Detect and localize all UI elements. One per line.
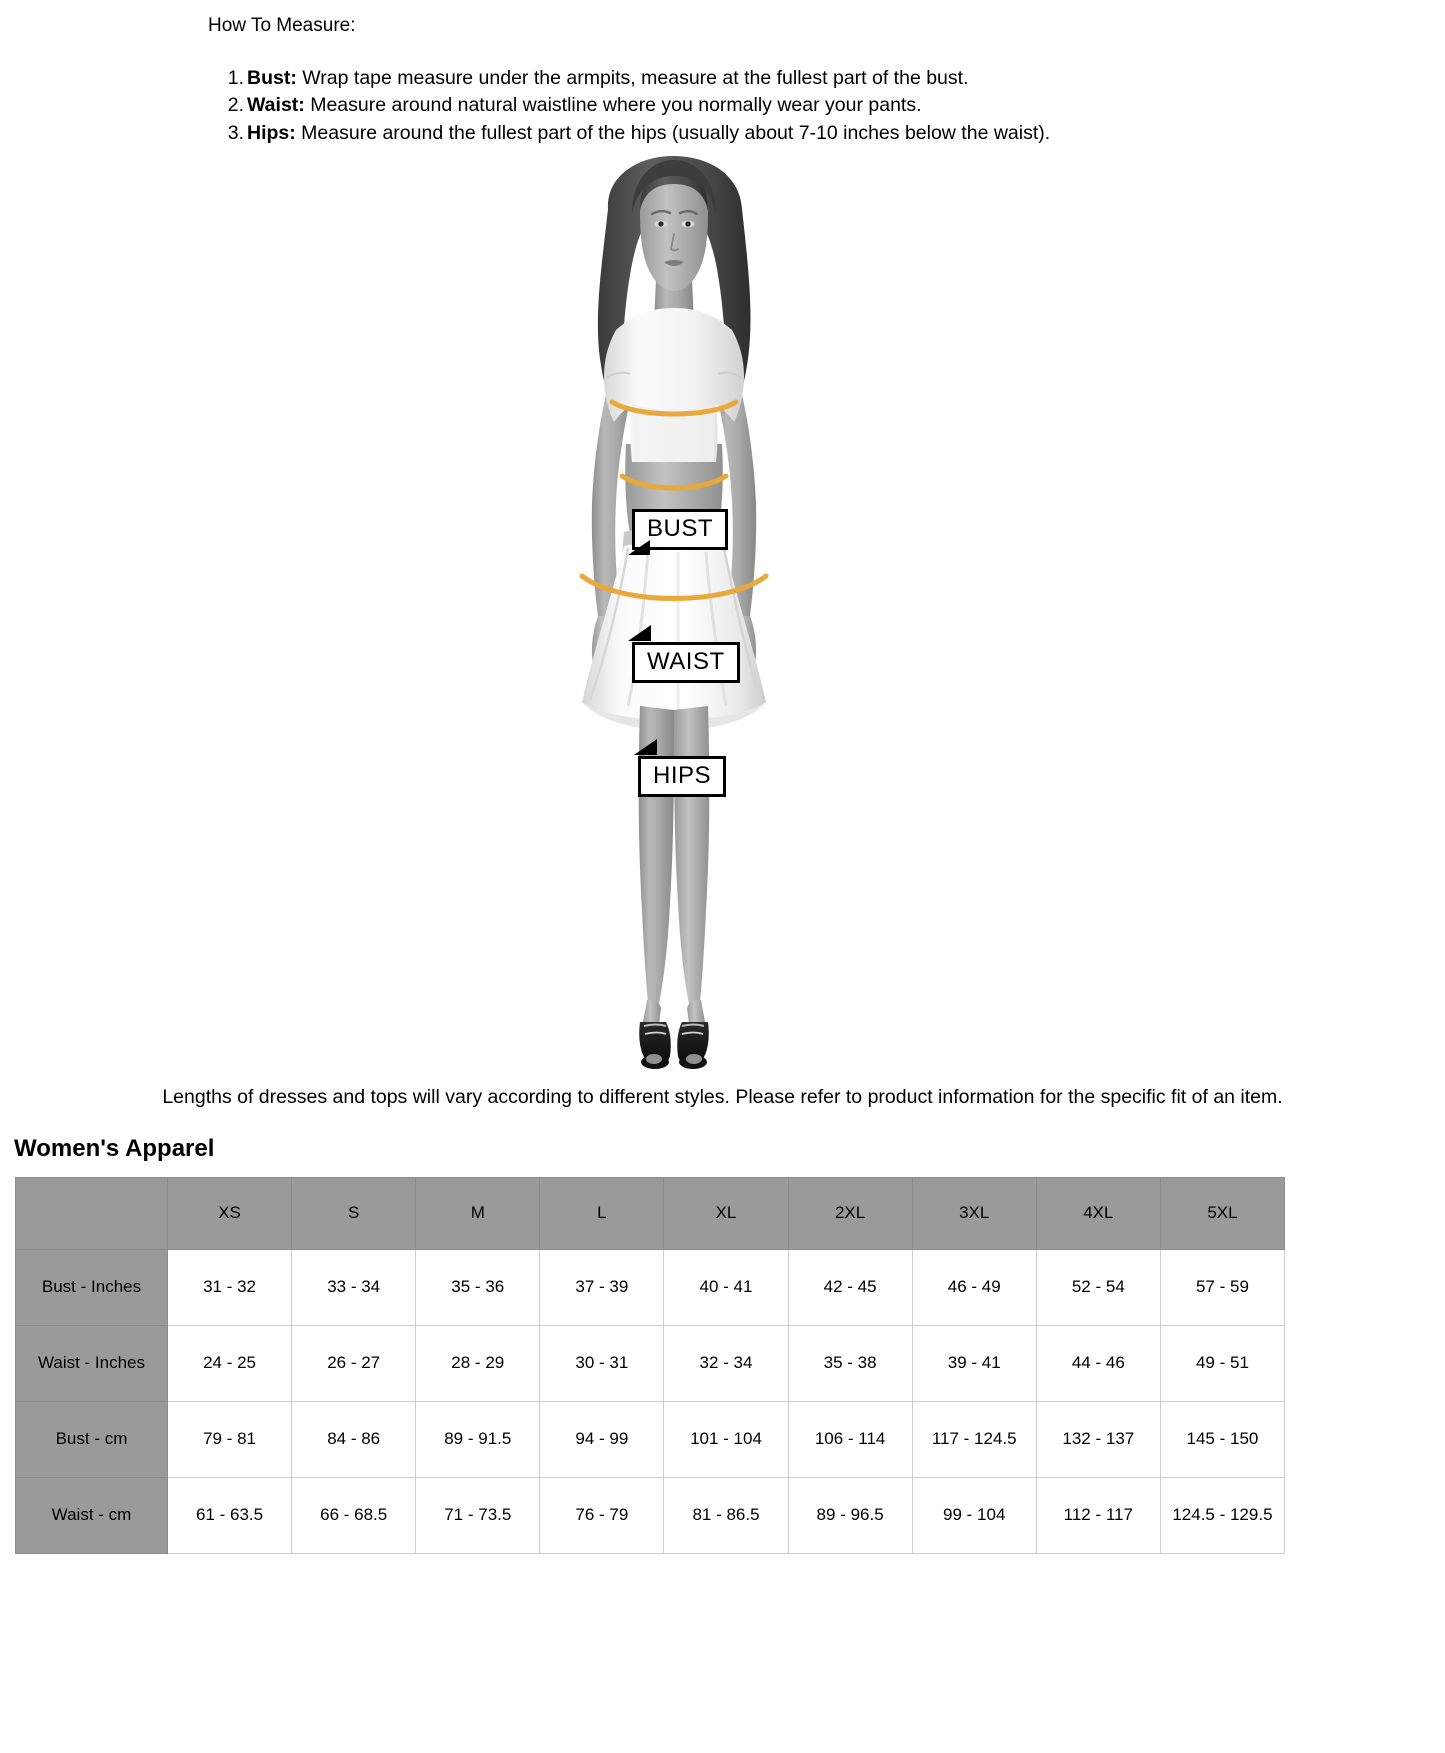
table-cell: 76 - 79	[539, 1476, 665, 1554]
col-header-2xl: 2XL	[787, 1176, 913, 1250]
col-header-s: S	[291, 1176, 417, 1250]
table-cell: 26 - 27	[291, 1324, 417, 1402]
table-cell: 42 - 45	[787, 1248, 913, 1326]
col-header-3xl: 3XL	[911, 1176, 1037, 1250]
list-item: 2. Waist: Measure around natural waistlin…	[228, 92, 1445, 120]
figure-caption: Lengths of dresses and tops will vary ac…	[162, 1085, 1283, 1108]
table-cell: 40 - 41	[663, 1248, 789, 1326]
table-row: Bust - Inches 31 - 32 33 - 34 35 - 36 37…	[15, 1248, 1286, 1326]
how-to-measure-section: How To Measure: 1. Bust: Wrap tape measur…	[0, 0, 1445, 148]
bust-label: BUST	[632, 508, 729, 550]
row-header-waist-cm: Waist - cm	[15, 1476, 168, 1554]
hips-tape-line	[579, 573, 769, 601]
table-cell: 79 - 81	[166, 1400, 293, 1478]
table-cell: 32 - 34	[663, 1324, 789, 1402]
col-header-4xl: 4XL	[1035, 1176, 1161, 1250]
row-header-waist-inches: Waist - Inches	[15, 1324, 168, 1402]
bust-tape-line	[609, 399, 739, 417]
table-cell: 66 - 68.5	[291, 1476, 417, 1554]
hips-pointer-icon	[634, 738, 657, 755]
page-title: Women's Apparel	[14, 1134, 215, 1162]
table-cell: 124.5 - 129.5	[1159, 1476, 1286, 1554]
bust-pointer-icon	[628, 539, 650, 555]
table-cell: 89 - 91.5	[415, 1400, 541, 1478]
table-cell: 49 - 51	[1159, 1324, 1286, 1402]
table-cell: 84 - 86	[291, 1400, 417, 1478]
table-header: XS S M L XL 2XL 3XL 4XL 5XL	[15, 1176, 1286, 1250]
table-cell: 57 - 59	[1159, 1248, 1286, 1326]
table-cell: 99 - 104	[911, 1476, 1037, 1554]
table-header-row: XS S M L XL 2XL 3XL 4XL 5XL	[15, 1176, 1286, 1250]
table-cell: 94 - 99	[539, 1400, 665, 1478]
list-item-text: Measure around the fullest part of the h…	[295, 122, 1051, 145]
col-header-5xl: 5XL	[1159, 1176, 1286, 1250]
list-item-term: Waist:	[247, 94, 305, 117]
table-cell: 31 - 32	[166, 1248, 293, 1326]
waist-pointer-icon	[628, 624, 651, 641]
col-header-xs: XS	[166, 1176, 293, 1250]
list-item: 3. Hips: Measure around the fullest part …	[228, 120, 1445, 148]
table-row: Waist - Inches 24 - 25 26 - 27 28 - 29 3…	[15, 1324, 1286, 1402]
table-cell: 145 - 150	[1159, 1400, 1286, 1478]
table-cell: 35 - 38	[787, 1324, 913, 1402]
list-item-number: 3.	[227, 122, 244, 145]
col-header-m: M	[415, 1176, 541, 1250]
table-cell: 132 - 137	[1035, 1400, 1161, 1478]
table-cell: 35 - 36	[415, 1248, 541, 1326]
list-item-term: Bust:	[247, 66, 297, 89]
table-cell: 52 - 54	[1035, 1248, 1161, 1326]
how-to-measure-title: How To Measure:	[208, 15, 356, 36]
list-item-number: 1.	[227, 66, 244, 89]
table-cell: 61 - 63.5	[166, 1476, 293, 1554]
list-item-number: 2.	[227, 94, 244, 117]
table-cell: 117 - 124.5	[911, 1400, 1037, 1478]
model-illustration	[579, 155, 769, 1069]
table-cell: 71 - 73.5	[415, 1476, 541, 1554]
table-row: Waist - cm 61 - 63.5 66 - 68.5 71 - 73.5…	[15, 1476, 1286, 1554]
table-cell: 101 - 104	[663, 1400, 789, 1478]
table-cell: 89 - 96.5	[787, 1476, 913, 1554]
list-item-text: Measure around natural waistline where y…	[304, 94, 922, 117]
table-body: Bust - Inches 31 - 32 33 - 34 35 - 36 37…	[15, 1248, 1286, 1554]
table-row: Bust - cm 79 - 81 84 - 86 89 - 91.5 94 -…	[15, 1400, 1286, 1478]
list-item: 1. Bust: Wrap tape measure under the armp…	[228, 65, 1445, 93]
col-header-l: L	[539, 1176, 665, 1250]
table-cell: 112 - 117	[1035, 1476, 1161, 1554]
table-cell: 46 - 49	[911, 1248, 1037, 1326]
row-header-bust-inches: Bust - Inches	[15, 1248, 168, 1326]
table-cell: 44 - 46	[1035, 1324, 1161, 1402]
measurement-figure: BUST WAIST HIPS	[0, 154, 1445, 1084]
hips-label: HIPS	[638, 755, 727, 797]
list-item-text: Wrap tape measure under the armpits, mea…	[296, 66, 969, 89]
table-cell: 106 - 114	[787, 1400, 913, 1478]
row-header-bust-cm: Bust - cm	[15, 1400, 168, 1478]
table-cell: 30 - 31	[539, 1324, 665, 1402]
table-cell: 24 - 25	[166, 1324, 293, 1402]
how-to-measure-list: 1. Bust: Wrap tape measure under the armp…	[0, 65, 1445, 148]
table-cell: 81 - 86.5	[663, 1476, 789, 1554]
table-cell: 39 - 41	[911, 1324, 1037, 1402]
table-corner-cell	[15, 1176, 168, 1250]
waist-label: WAIST	[632, 641, 740, 683]
col-header-xl: XL	[663, 1176, 789, 1250]
table-cell: 37 - 39	[539, 1248, 665, 1326]
size-chart-table: XS S M L XL 2XL 3XL 4XL 5XL Bust - Inche…	[15, 1176, 1286, 1554]
list-item-term: Hips:	[247, 122, 296, 145]
table-cell: 33 - 34	[291, 1248, 417, 1326]
table-cell: 28 - 29	[415, 1324, 541, 1402]
waist-tape-line	[619, 473, 729, 491]
